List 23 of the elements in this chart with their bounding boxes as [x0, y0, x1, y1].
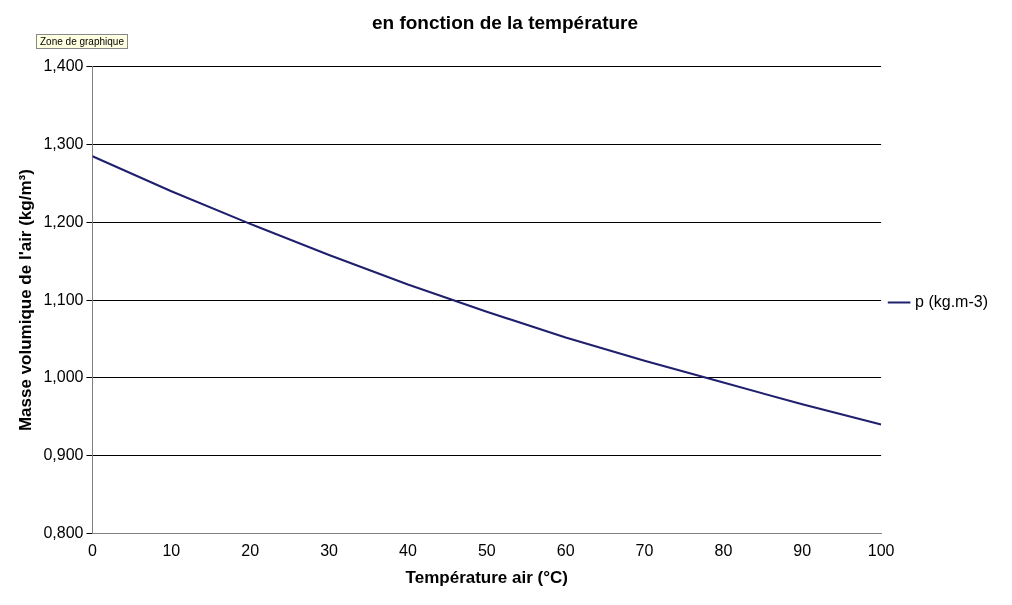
x-tick-label: 40 [399, 542, 417, 560]
y-tick-label: 0,900 [43, 446, 84, 464]
x-tick-label: 60 [556, 542, 575, 560]
y-tick-label: 1,400 [43, 57, 84, 75]
x-tick-label: 20 [241, 542, 260, 560]
x-tick-label: 50 [477, 542, 496, 560]
text: Zone de graphique [36, 34, 128, 49]
x-tick-label: 100 [867, 542, 895, 560]
chart-title: en fonction de la température [371, 11, 639, 33]
x-tick-label: 90 [793, 542, 812, 560]
y-tick-label: 1,000 [43, 368, 84, 386]
y-tick-label: 1,100 [43, 290, 84, 308]
y-tick-label: 1,200 [43, 212, 84, 230]
x-tick-label: 80 [714, 542, 733, 560]
x-tick-label: 70 [635, 542, 654, 560]
x-tick-label: 0 [87, 542, 97, 560]
y-tick-label: 1,300 [43, 134, 84, 152]
x-tick-label: 30 [320, 542, 339, 560]
x-tick-label: 10 [162, 542, 181, 560]
x-axis-title: Température air (°C) [405, 568, 568, 588]
y-tick-label: 0,800 [43, 523, 84, 541]
legend-label: p (kg.m-3) [915, 292, 989, 310]
y-axis-title: Masse volumique de l'air (kg/m³) [15, 169, 35, 432]
